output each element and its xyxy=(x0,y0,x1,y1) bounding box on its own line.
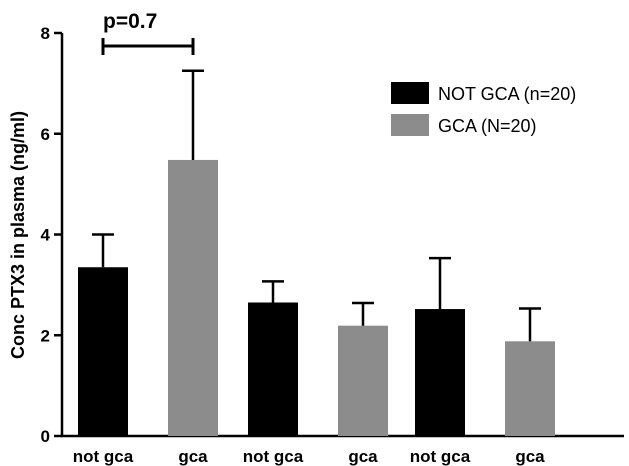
bar-not-gca xyxy=(415,309,465,436)
legend-label: NOT GCA (n=20) xyxy=(438,84,576,104)
legend-swatch xyxy=(391,114,429,136)
annotations: p=0.7 xyxy=(101,10,195,55)
y-tick-label: 6 xyxy=(41,125,50,144)
bar-gca xyxy=(168,159,218,436)
category-labels: not gca gca not gca gca not gca gca xyxy=(73,447,545,466)
legend: NOT GCA (n=20) GCA (N=20) xyxy=(391,82,576,136)
category-label: not gca xyxy=(410,447,471,466)
legend-label: GCA (N=20) xyxy=(438,116,537,136)
y-ticks: 0 2 4 6 8 xyxy=(41,24,62,446)
category-label: gca xyxy=(348,447,378,466)
bar-gca xyxy=(505,341,555,436)
category-label: gca xyxy=(178,447,208,466)
p-value-label: p=0.7 xyxy=(103,10,157,33)
category-label: not gca xyxy=(243,447,304,466)
y-tick-label: 4 xyxy=(41,226,51,245)
bar-gca xyxy=(338,325,388,436)
category-label: not gca xyxy=(73,447,134,466)
category-label: gca xyxy=(515,447,545,466)
y-tick-label: 8 xyxy=(41,24,50,43)
bar-not-gca xyxy=(78,267,128,436)
y-axis-title: Conc PTX3 in plasma (ng/ml) xyxy=(8,111,28,359)
y-tick-label: 2 xyxy=(41,326,50,345)
bars xyxy=(78,69,555,436)
legend-swatch xyxy=(391,82,429,104)
bar-not-gca xyxy=(248,302,298,436)
y-tick-label: 0 xyxy=(41,427,50,446)
